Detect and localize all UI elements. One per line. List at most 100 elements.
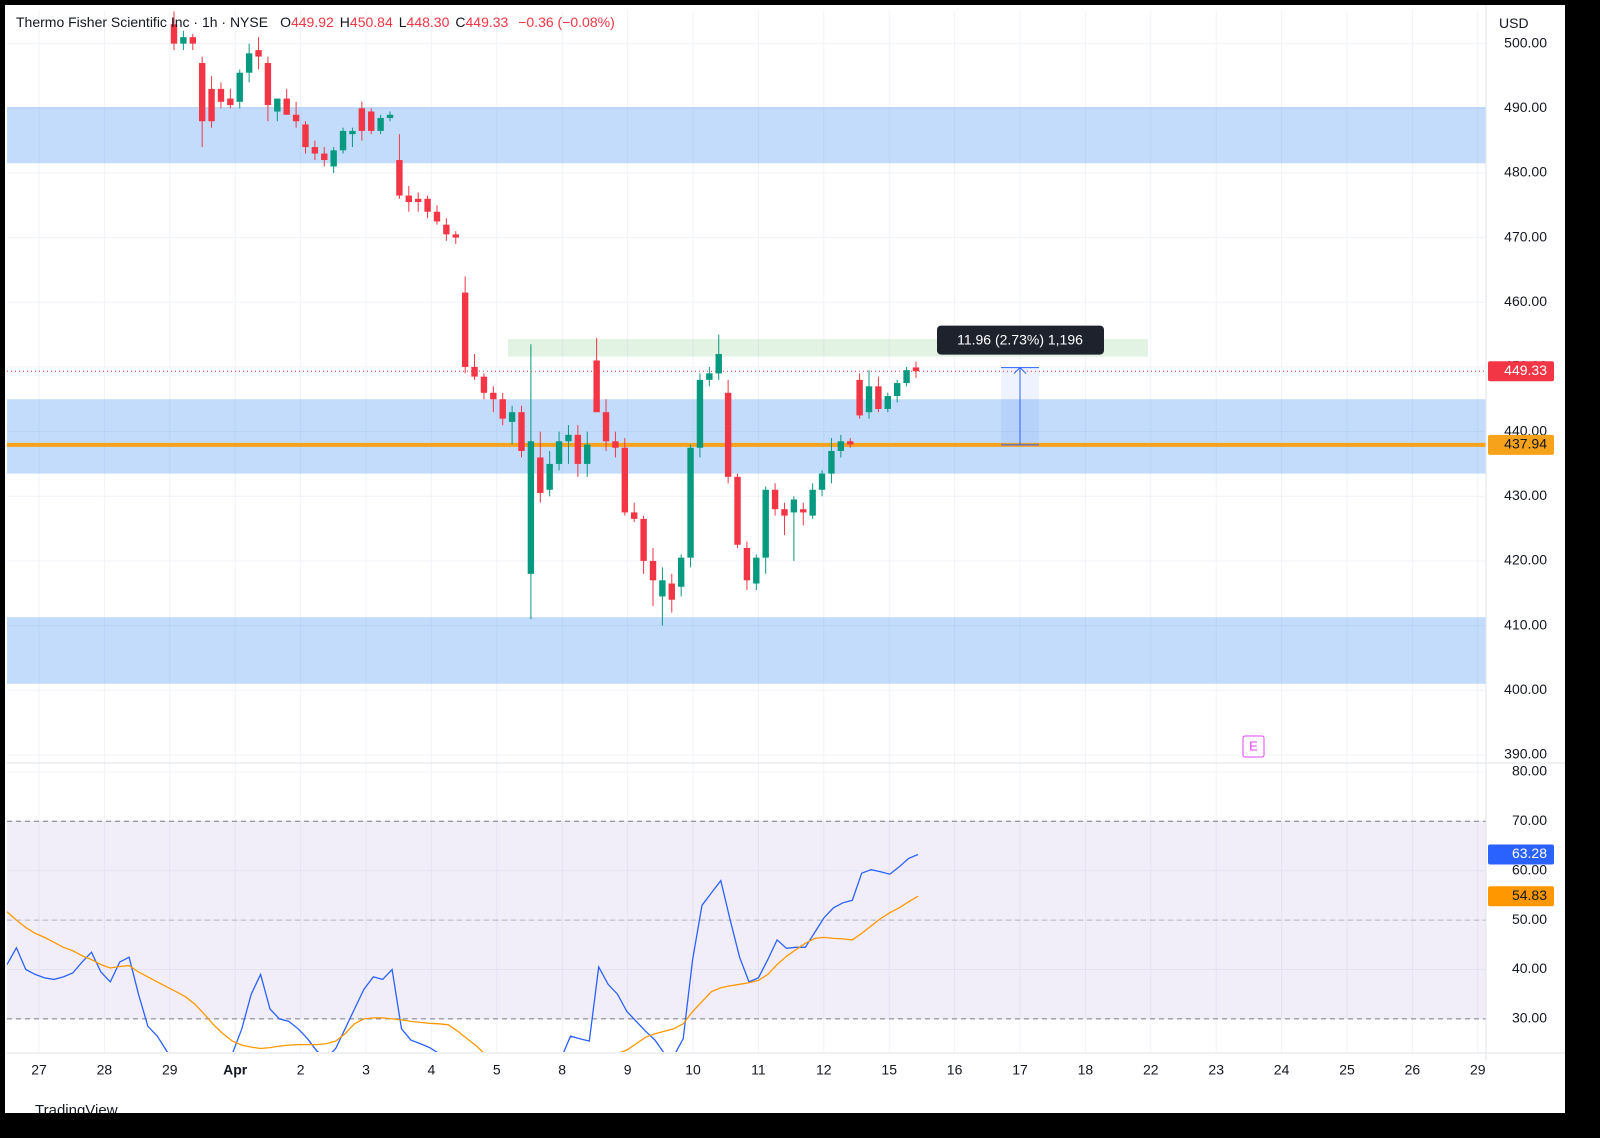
x-tick-label: 4 [428,1062,436,1078]
value-label: 54.83 [1512,887,1547,903]
candle-body [471,366,478,377]
candle-body [452,234,459,238]
candle-body [884,396,891,409]
candle-body [602,412,610,442]
candle-body [893,383,901,397]
y-tick-label: 40.00 [1512,960,1547,976]
candle-body [809,489,816,516]
support-zone [7,617,1486,684]
y-tick-label: 460.00 [1504,293,1547,309]
candle-body [546,463,553,490]
earnings-marker: E [1249,738,1258,753]
candle-body [640,518,647,561]
candle-body [490,392,497,400]
candle-body [386,114,394,118]
value-label: 63.28 [1512,845,1547,861]
candle-body [264,63,272,106]
candle-body [283,98,290,115]
y-tick-label: 410.00 [1504,616,1547,632]
candle-body [330,150,337,167]
candle-body [668,583,675,600]
ohlc-value: 449.92 [290,14,334,30]
candle-body [292,114,300,122]
candle-body [659,580,666,597]
candle-body [621,447,629,513]
candle-body [414,198,422,203]
x-tick-label: 29 [1470,1062,1486,1078]
support-zone [7,106,1486,164]
value-label-bg [1488,844,1554,865]
candle-body [321,153,328,161]
ohlc-value: 448.30 [406,14,450,30]
candle-body [227,98,234,106]
rsi-line [7,895,919,1052]
candle-body [245,53,253,73]
x-tick-label: 3 [362,1062,370,1078]
candle-body [753,557,760,584]
x-tick-label: 9 [624,1062,632,1078]
ohlc-value: 450.84 [349,14,393,30]
candle-body [612,441,619,448]
earnings-box [1242,735,1265,758]
candle-body [377,117,384,131]
x-tick-label: 10 [685,1062,701,1078]
watermark: TradingView [35,1102,118,1113]
candle-body [368,111,375,131]
candle-body [480,376,488,393]
support-zone [7,399,1486,474]
x-tick-label: 22 [1143,1062,1159,1078]
candle-body [396,160,403,196]
ohlc-value: 449.33 [465,14,509,30]
candle-body [508,412,516,422]
candle-body [574,434,582,464]
candle-body [565,434,572,442]
y-tick-label: 70.00 [1512,812,1547,828]
currency-button[interactable]: USD [1499,15,1529,31]
y-tick-label: 400.00 [1504,681,1547,697]
candle-body [875,386,882,409]
candle-body [847,441,854,445]
candle-body [274,98,281,112]
y-tick-label: 440.00 [1504,422,1547,438]
last-price-label: 449.33 [1504,362,1547,378]
candle-body [865,386,873,413]
price-label-bg [1488,361,1554,382]
candle-body [236,72,243,102]
chart-window: 11.96 (2.73%) 1,196 E 27 28 29 Apr 2 3 4 5 8 9 10 11… [5,5,1565,1113]
candle-body [217,88,225,102]
candle-body [706,373,713,380]
candle-body [631,512,638,519]
ohlc-key: C [455,14,466,30]
x-tick-label: 23 [1208,1062,1224,1078]
candle-body [818,473,826,490]
candle-body [687,447,694,558]
candle-body [198,63,206,122]
candle-body [349,130,356,135]
value-label-bg [1488,886,1554,907]
legend: Thermo Fisher Scientific Inc · 1h · NYSE… [16,14,615,30]
y-tick-label: 60.00 [1512,861,1547,877]
candle-body [255,50,262,57]
x-tick-label: 11 [751,1062,766,1078]
candle-body [518,412,525,451]
candle-body [800,509,807,513]
measure-label: 11.96 (2.73%) 1,196 [957,331,1083,347]
y-tick-label: 50.00 [1512,911,1547,927]
candle-body [537,457,544,494]
candle-body [189,37,196,44]
candle-body [405,195,412,203]
rsi-line [7,853,919,1052]
y-tick-label: 480.00 [1504,164,1547,180]
candle-body [837,441,845,451]
x-tick-label: 8 [558,1062,566,1078]
y-tick-label: 470.00 [1504,228,1547,244]
y-tick-label: 420.00 [1504,552,1547,568]
candle-body [358,108,366,131]
candle-body [781,509,788,516]
candle-body [339,130,347,151]
x-tick-label: 25 [1339,1062,1355,1078]
candle-body [743,547,751,581]
measure-label-bg [937,325,1104,355]
symbol-title: Thermo Fisher Scientific Inc · 1h · NYSE [16,14,269,30]
